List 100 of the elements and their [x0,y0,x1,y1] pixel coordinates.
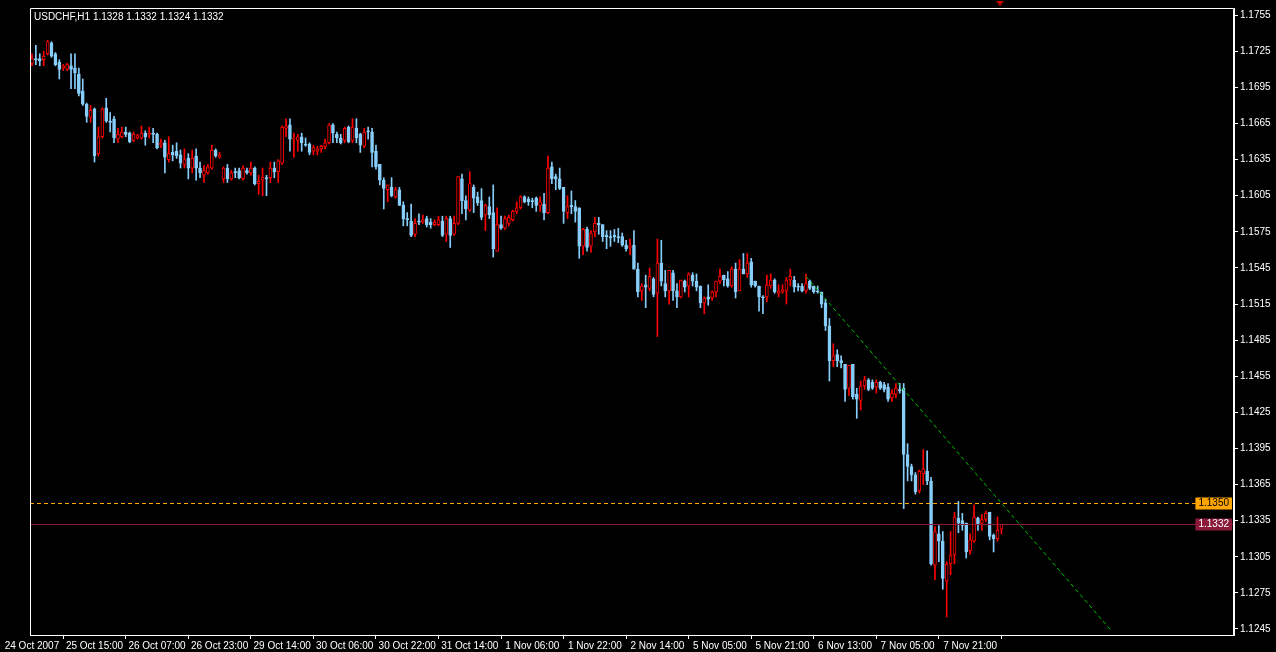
candlestick [710,290,714,301]
candlestick [843,363,847,402]
candlestick [929,477,933,566]
candlestick [217,152,222,159]
candlestick [749,257,754,288]
candlestick [882,381,886,393]
y-tick-label: 1.1425 [1240,406,1272,418]
candlestick [366,126,370,140]
candlestick [370,128,374,168]
candlestick [464,195,468,221]
candlestick [421,214,425,224]
candlestick [980,514,984,531]
candlestick [112,115,116,144]
candlestick [385,184,390,203]
candlestick [987,511,992,541]
candlestick [417,213,421,225]
candlestick [362,128,367,148]
candlestick [264,174,269,197]
x-tick-label: 25 Oct 15:00 [65,639,124,651]
y-tick-label: 1.1515 [1240,297,1272,309]
chart-title: USDCHF,H1 1.1328 1.1332 1.1324 1.1332 [34,10,225,22]
candlestick [452,215,456,236]
candlestick [256,174,261,195]
x-tick-label: 1 Nov 06:00 [505,639,560,651]
y-tick-label: 1.1545 [1240,261,1272,273]
candlestick [378,164,382,186]
x-tick-label: 26 Oct 23:00 [190,639,249,651]
candlestick [252,166,257,186]
candlestick [894,383,898,399]
candlestick [108,112,112,133]
candlestick [542,193,546,221]
candlestick [792,276,797,293]
candlestick [471,184,476,213]
candlestick [327,123,331,145]
x-tick-label: 30 Oct 06:00 [316,639,374,651]
candlestick [428,218,433,229]
candlestick [213,148,218,158]
x-tick-label: 29 Oct 14:00 [253,639,312,651]
candlestick [706,284,711,306]
candlestick [968,533,972,555]
candlestick [288,118,292,152]
candlestick [495,207,499,252]
candlestick [503,215,507,230]
y-tick-label: 1.1635 [1240,153,1272,165]
candlestick [800,283,804,293]
candlestick [643,274,648,308]
candlestick [374,144,378,170]
candlestick [151,128,155,144]
candlestick [127,131,132,144]
y-tick-label: 1.1485 [1240,333,1272,345]
candlestick [491,184,496,258]
candlestick [808,279,812,290]
candlestick [510,209,515,222]
x-tick-label: 5 Nov 21:00 [755,639,810,651]
candlestick [323,138,327,150]
candlestick [159,138,163,148]
candlestick [299,132,304,152]
candlestick [796,283,800,292]
candlestick [585,226,589,252]
candlestick [358,132,363,153]
x-tick-label: 1 Nov 22:00 [567,639,623,651]
candlestick [413,218,417,237]
y-tick-label: 1.1365 [1240,478,1272,490]
candlestick [636,262,640,298]
candlestick [143,130,148,146]
candlestick [292,132,296,158]
y-tick-label: 1.1665 [1240,117,1272,129]
candlestick [444,215,449,242]
candlestick [190,149,195,174]
candlestick [409,203,413,237]
candlestick [671,270,675,301]
candlestick [499,215,503,230]
candlestick [186,153,191,180]
x-tick-label: 7 Nov 21:00 [943,639,998,651]
candlestick [460,173,464,215]
candlestick [589,230,593,253]
candlestick [233,167,238,179]
candlestick [925,450,929,485]
candlestick [237,167,241,180]
candlestick [858,380,863,411]
x-tick-label: 7 Nov 05:00 [880,639,935,651]
candlestick [381,177,386,210]
y-tick-label: 1.1275 [1240,586,1272,598]
candlestick [593,217,597,237]
x-tick-label: 26 Oct 07:00 [128,639,187,651]
candlestick [890,389,894,402]
candlestick [686,272,691,298]
candlestick [581,227,585,256]
candlestick [573,200,578,223]
candlestick [725,271,730,288]
candlestick [874,379,879,394]
candlestick [639,283,644,301]
candlestick [342,126,347,144]
y-tick-label: 1.1245 [1240,622,1272,634]
candlestick [722,274,726,287]
x-tick-label: 24 Oct 2007 [4,639,60,651]
candlestick [120,126,124,139]
candlestick [331,123,335,144]
candlestick [765,274,769,302]
candlestick [788,268,793,287]
